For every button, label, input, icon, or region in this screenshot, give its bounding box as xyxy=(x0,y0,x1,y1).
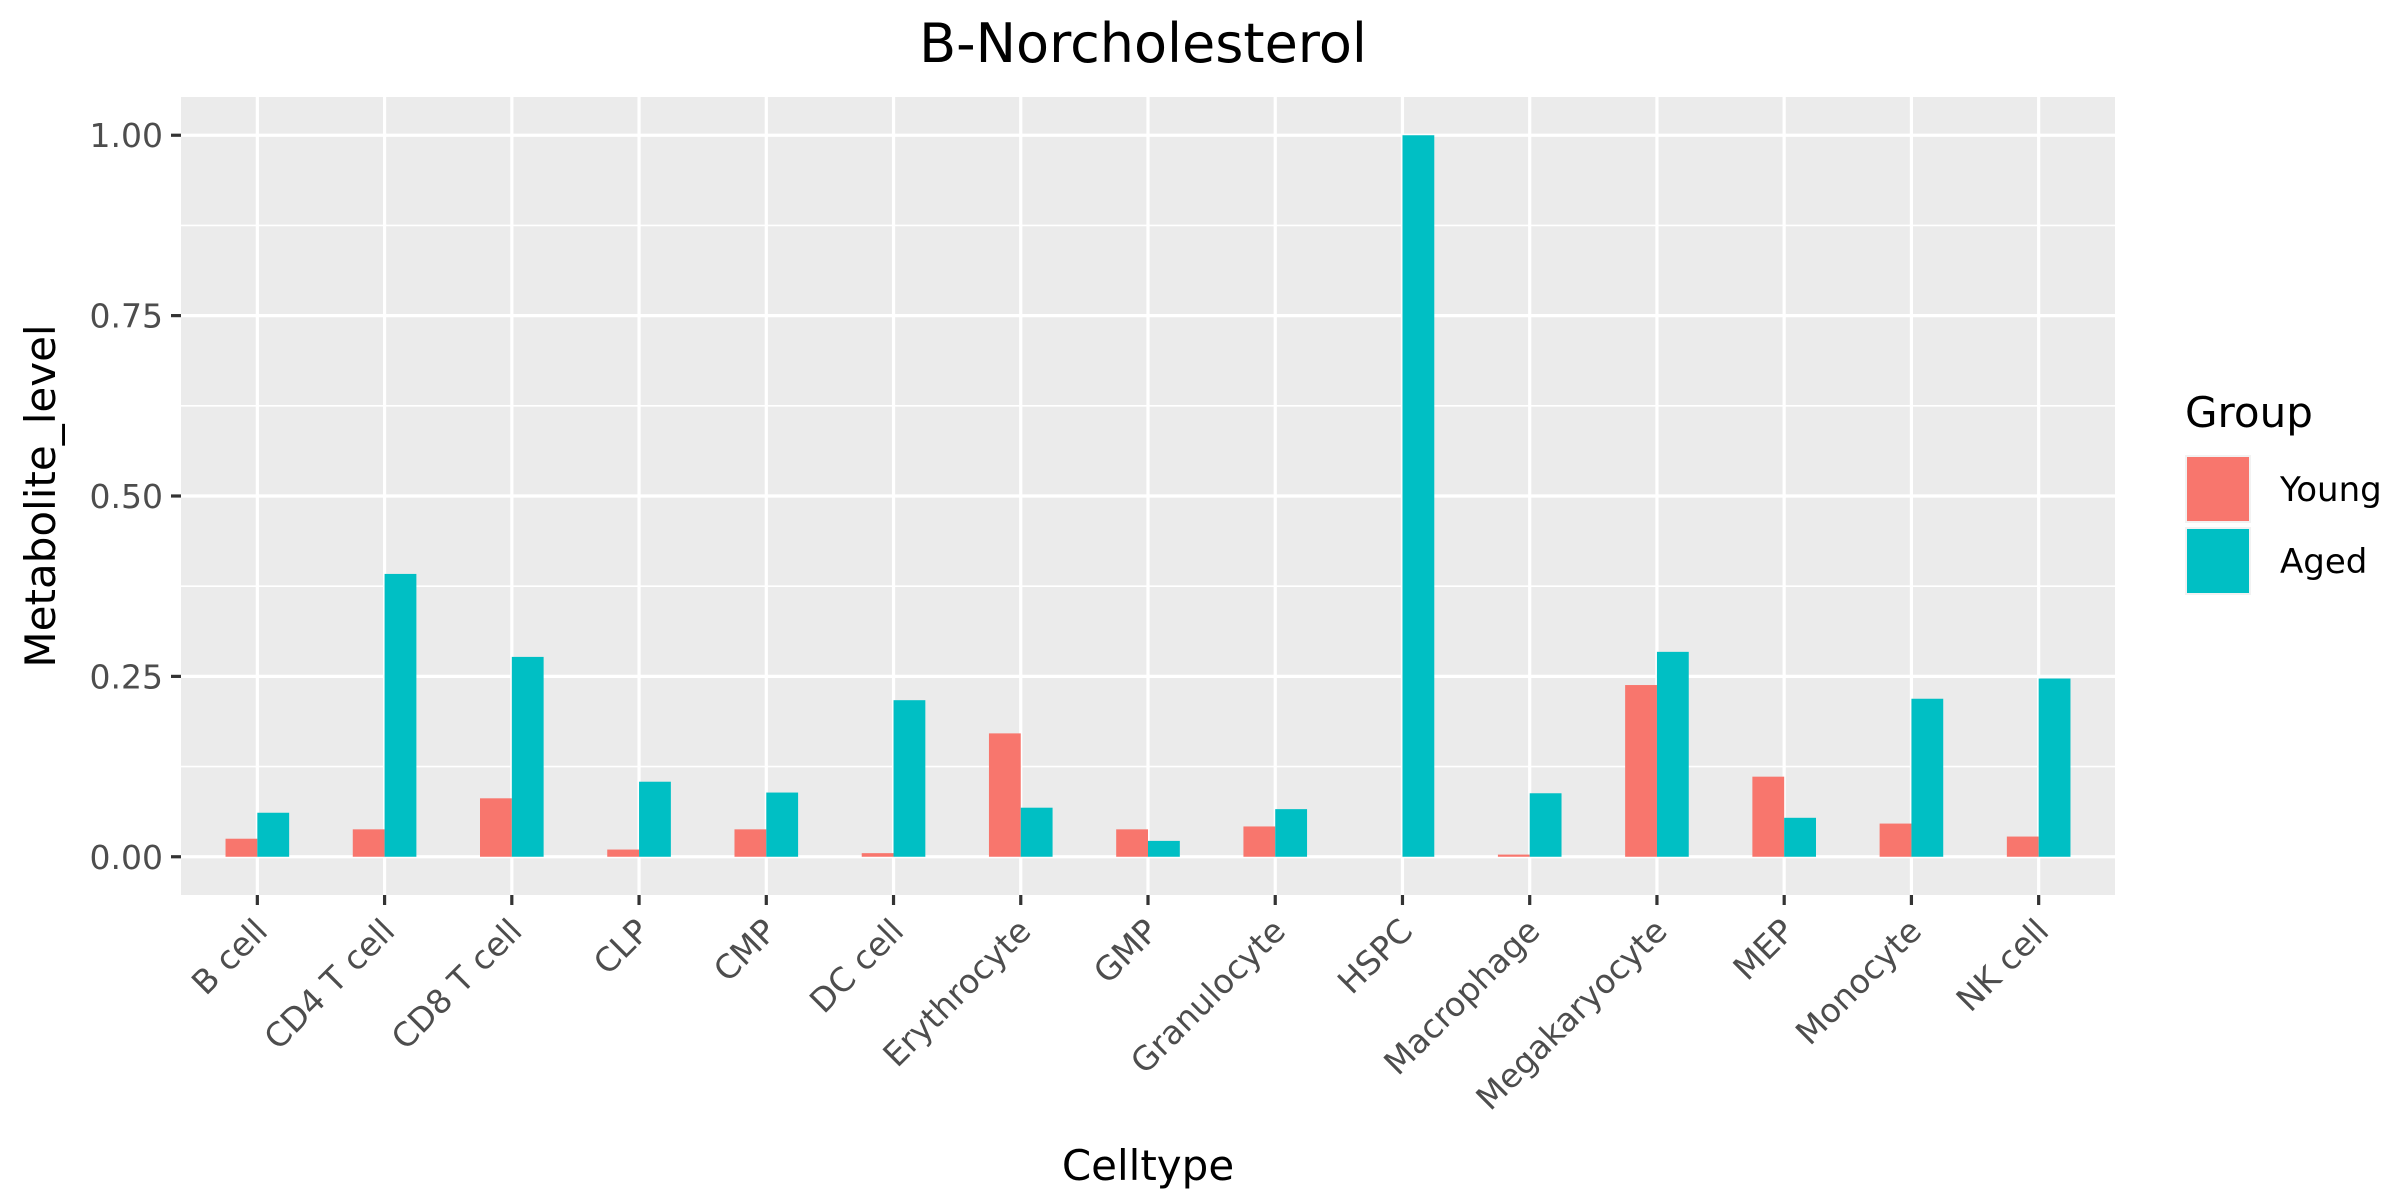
bar-aged xyxy=(1020,807,1053,857)
legend-label-young: Young xyxy=(2279,470,2382,510)
bar-aged xyxy=(1656,651,1689,857)
x-tick-label: DC cell xyxy=(802,911,911,1020)
bar-aged xyxy=(1529,793,1562,857)
x-tick-label: Monocyte xyxy=(1788,911,1929,1052)
bar-young xyxy=(480,798,512,857)
x-tick-label: B cell xyxy=(184,911,275,1002)
bar-aged xyxy=(1402,135,1435,857)
bar-aged xyxy=(1784,817,1816,857)
x-tick-label: HSPC xyxy=(1330,911,1420,1001)
bar-aged xyxy=(766,792,799,857)
bar-aged xyxy=(384,573,417,857)
y-tick-label: 0.75 xyxy=(90,297,163,336)
bar-young xyxy=(1116,829,1148,857)
bar-young xyxy=(861,853,894,857)
x-tick-label: GMP xyxy=(1086,911,1166,991)
bar-aged xyxy=(1911,698,1944,857)
bar-young xyxy=(225,838,258,857)
legend-swatch-young xyxy=(2187,457,2249,521)
bar-young xyxy=(607,849,640,857)
bars xyxy=(225,135,2071,857)
x-tick-label: NK cell xyxy=(1948,911,2056,1019)
x-tick-label: MEP xyxy=(1725,911,1802,988)
bar-aged xyxy=(1275,809,1308,857)
x-tick-label: CD8 T cell xyxy=(384,911,530,1057)
bar-aged xyxy=(893,700,926,857)
y-tick-label: 0.00 xyxy=(90,838,163,877)
bar-young xyxy=(352,829,385,857)
legend: Group Young Aged xyxy=(2185,388,2382,595)
bar-aged xyxy=(639,781,671,857)
bar-aged xyxy=(2038,678,2071,857)
legend-title: Group xyxy=(2185,388,2313,437)
x-axis-title: Celltype xyxy=(1062,1141,1234,1190)
bar-young xyxy=(1243,826,1276,857)
x-tick-label: CLP xyxy=(586,911,657,982)
bar-young xyxy=(988,733,1021,857)
legend-swatch-aged xyxy=(2187,529,2249,593)
bar-young xyxy=(1879,823,1912,857)
y-tick-label: 0.50 xyxy=(90,477,163,516)
x-tick-label: CD4 T cell xyxy=(256,911,402,1057)
bar-aged xyxy=(1148,840,1180,857)
y-axis: 0.00 0.25 0.50 0.75 1.00 xyxy=(90,116,181,877)
bar-young xyxy=(734,829,767,857)
y-tick-label: 0.25 xyxy=(90,657,163,696)
bar-aged xyxy=(257,812,290,857)
bar-aged xyxy=(511,656,544,857)
x-tick-label: CMP xyxy=(706,911,784,989)
bar-young xyxy=(2006,836,2039,857)
bar-young xyxy=(1752,776,1785,857)
y-tick-label: 1.00 xyxy=(90,116,163,155)
bar-young xyxy=(1625,685,1657,857)
y-axis-title: Metabolite_level xyxy=(16,324,65,667)
legend-label-aged: Aged xyxy=(2280,542,2367,582)
bar-young xyxy=(1497,854,1530,857)
chart-title: B-Norcholesterol xyxy=(919,12,1367,75)
